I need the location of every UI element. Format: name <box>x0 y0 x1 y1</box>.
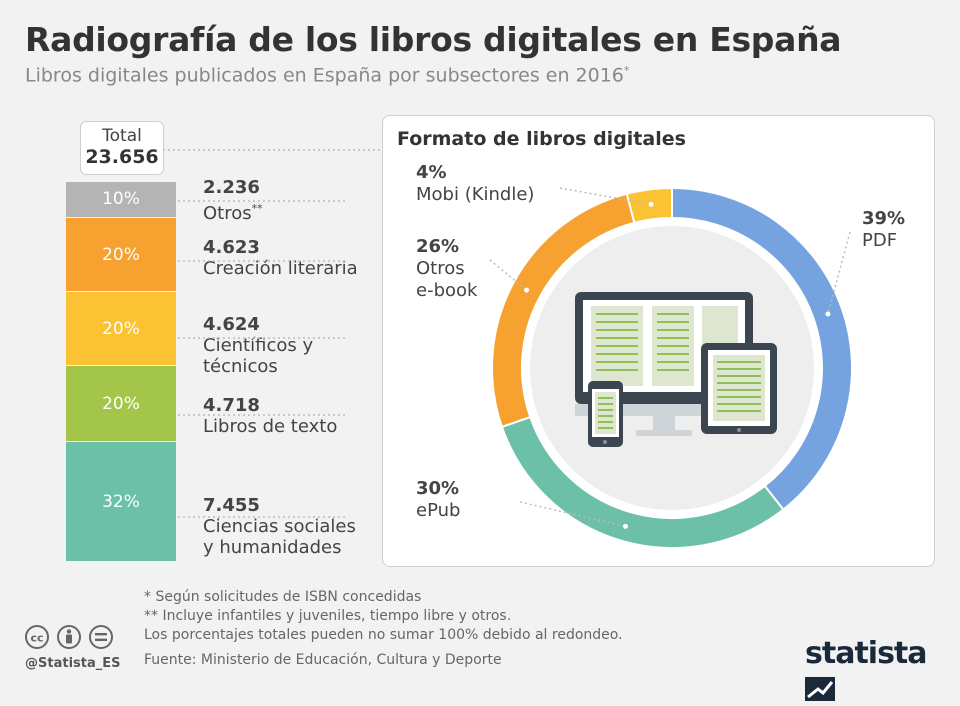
statista-wordmark: statista <box>805 636 928 671</box>
category-label: 2.236 Otros** <box>203 177 263 224</box>
bar-segment: 20% <box>66 217 176 292</box>
format-leader-line <box>519 501 626 528</box>
format-leader-line <box>559 187 652 206</box>
format-percent: 26% <box>416 236 460 257</box>
footnote-otros: ** Incluye infantiles y juveniles, tiemp… <box>144 608 512 624</box>
panel-title: Formato de libros digitales <box>397 128 686 150</box>
category-value: 2.236 <box>203 177 260 198</box>
subtitle-text: Libros digitales publicados en España po… <box>25 64 624 87</box>
segment-percent-label: 20% <box>102 244 140 265</box>
stacked-bar: 32% 20% 20% 20% 10% <box>66 182 176 562</box>
statista-logo-icon <box>805 677 835 701</box>
format-label: 4% Mobi (Kindle) <box>416 162 534 206</box>
format-leader-dot <box>524 287 530 293</box>
category-name: Otros** <box>203 202 263 224</box>
by-icon <box>57 625 81 649</box>
chart-subtitle: Libros digitales publicados en España po… <box>25 64 629 86</box>
category-name: Científicos y <box>203 335 314 356</box>
format-name: PDF <box>862 230 898 251</box>
license-icons: cc <box>25 625 113 649</box>
format-name: Mobi (Kindle) <box>416 184 535 205</box>
donut-chart <box>489 186 853 549</box>
format-name: e-book <box>416 280 478 301</box>
bar-segment: 32% <box>66 442 176 561</box>
category-value: 4.624 <box>203 314 260 335</box>
category-name: Creación literaria <box>203 258 358 279</box>
category-label: 4.718 Libros de texto <box>203 395 337 437</box>
category-label: 7.455 Ciencias sociales y humanidades <box>203 495 356 558</box>
format-name: Otros <box>416 258 465 279</box>
svg-text:cc: cc <box>30 632 43 645</box>
format-leader-dot <box>623 523 629 529</box>
bar-segment: 20% <box>66 292 176 366</box>
bar-segment: 20% <box>66 366 176 442</box>
category-footnote-mark: ** <box>251 202 263 215</box>
footnote-rounding: Los porcentajes totales pueden no sumar … <box>144 627 623 643</box>
category-value: 7.455 <box>203 495 260 516</box>
nd-icon <box>89 625 113 649</box>
category-value: 4.623 <box>203 237 260 258</box>
category-label: 4.623 Creación literaria <box>203 237 358 279</box>
segment-percent-label: 20% <box>102 393 140 414</box>
statista-logo: statista <box>805 636 960 706</box>
format-label: 26% Otros e-book <box>416 236 477 302</box>
chart-title: Radiografía de los libros digitales en E… <box>25 20 842 59</box>
format-label: 39% PDF <box>862 208 905 252</box>
format-leader-dot <box>825 311 831 317</box>
format-label: 30% ePub <box>416 478 460 522</box>
subtitle-footnote-mark: * <box>623 64 630 77</box>
total-label: Total <box>102 126 142 146</box>
format-name: ePub <box>416 500 461 521</box>
footnote-isbn: * Según solicitudes de ISBN concedidas <box>144 589 422 605</box>
segment-percent-label: 20% <box>102 318 140 339</box>
format-leader-line <box>827 231 851 315</box>
category-name: y humanidades <box>203 537 342 558</box>
statista-handle: @Statista_ES <box>25 656 121 671</box>
segment-percent-label: 10% <box>102 189 140 210</box>
format-percent: 30% <box>416 478 460 499</box>
bar-segment: 10% <box>66 182 176 217</box>
devices-illustration <box>530 226 814 510</box>
format-percent: 39% <box>862 208 906 229</box>
category-name: técnicos <box>203 356 278 377</box>
source: Fuente: Ministerio de Educación, Cultura… <box>144 652 502 668</box>
format-leader-dot <box>648 201 654 207</box>
total-box: Total 23.656 <box>80 121 164 175</box>
category-value: 4.718 <box>203 395 260 416</box>
format-percent: 4% <box>416 162 447 183</box>
cc-icon: cc <box>25 625 49 649</box>
category-label: 4.624 Científicos y técnicos <box>203 314 313 377</box>
total-value: 23.656 <box>85 146 159 168</box>
category-name: Ciencias sociales <box>203 516 356 537</box>
total-leader-line <box>163 149 382 151</box>
category-name: Libros de texto <box>203 416 338 437</box>
segment-percent-label: 32% <box>102 491 140 512</box>
